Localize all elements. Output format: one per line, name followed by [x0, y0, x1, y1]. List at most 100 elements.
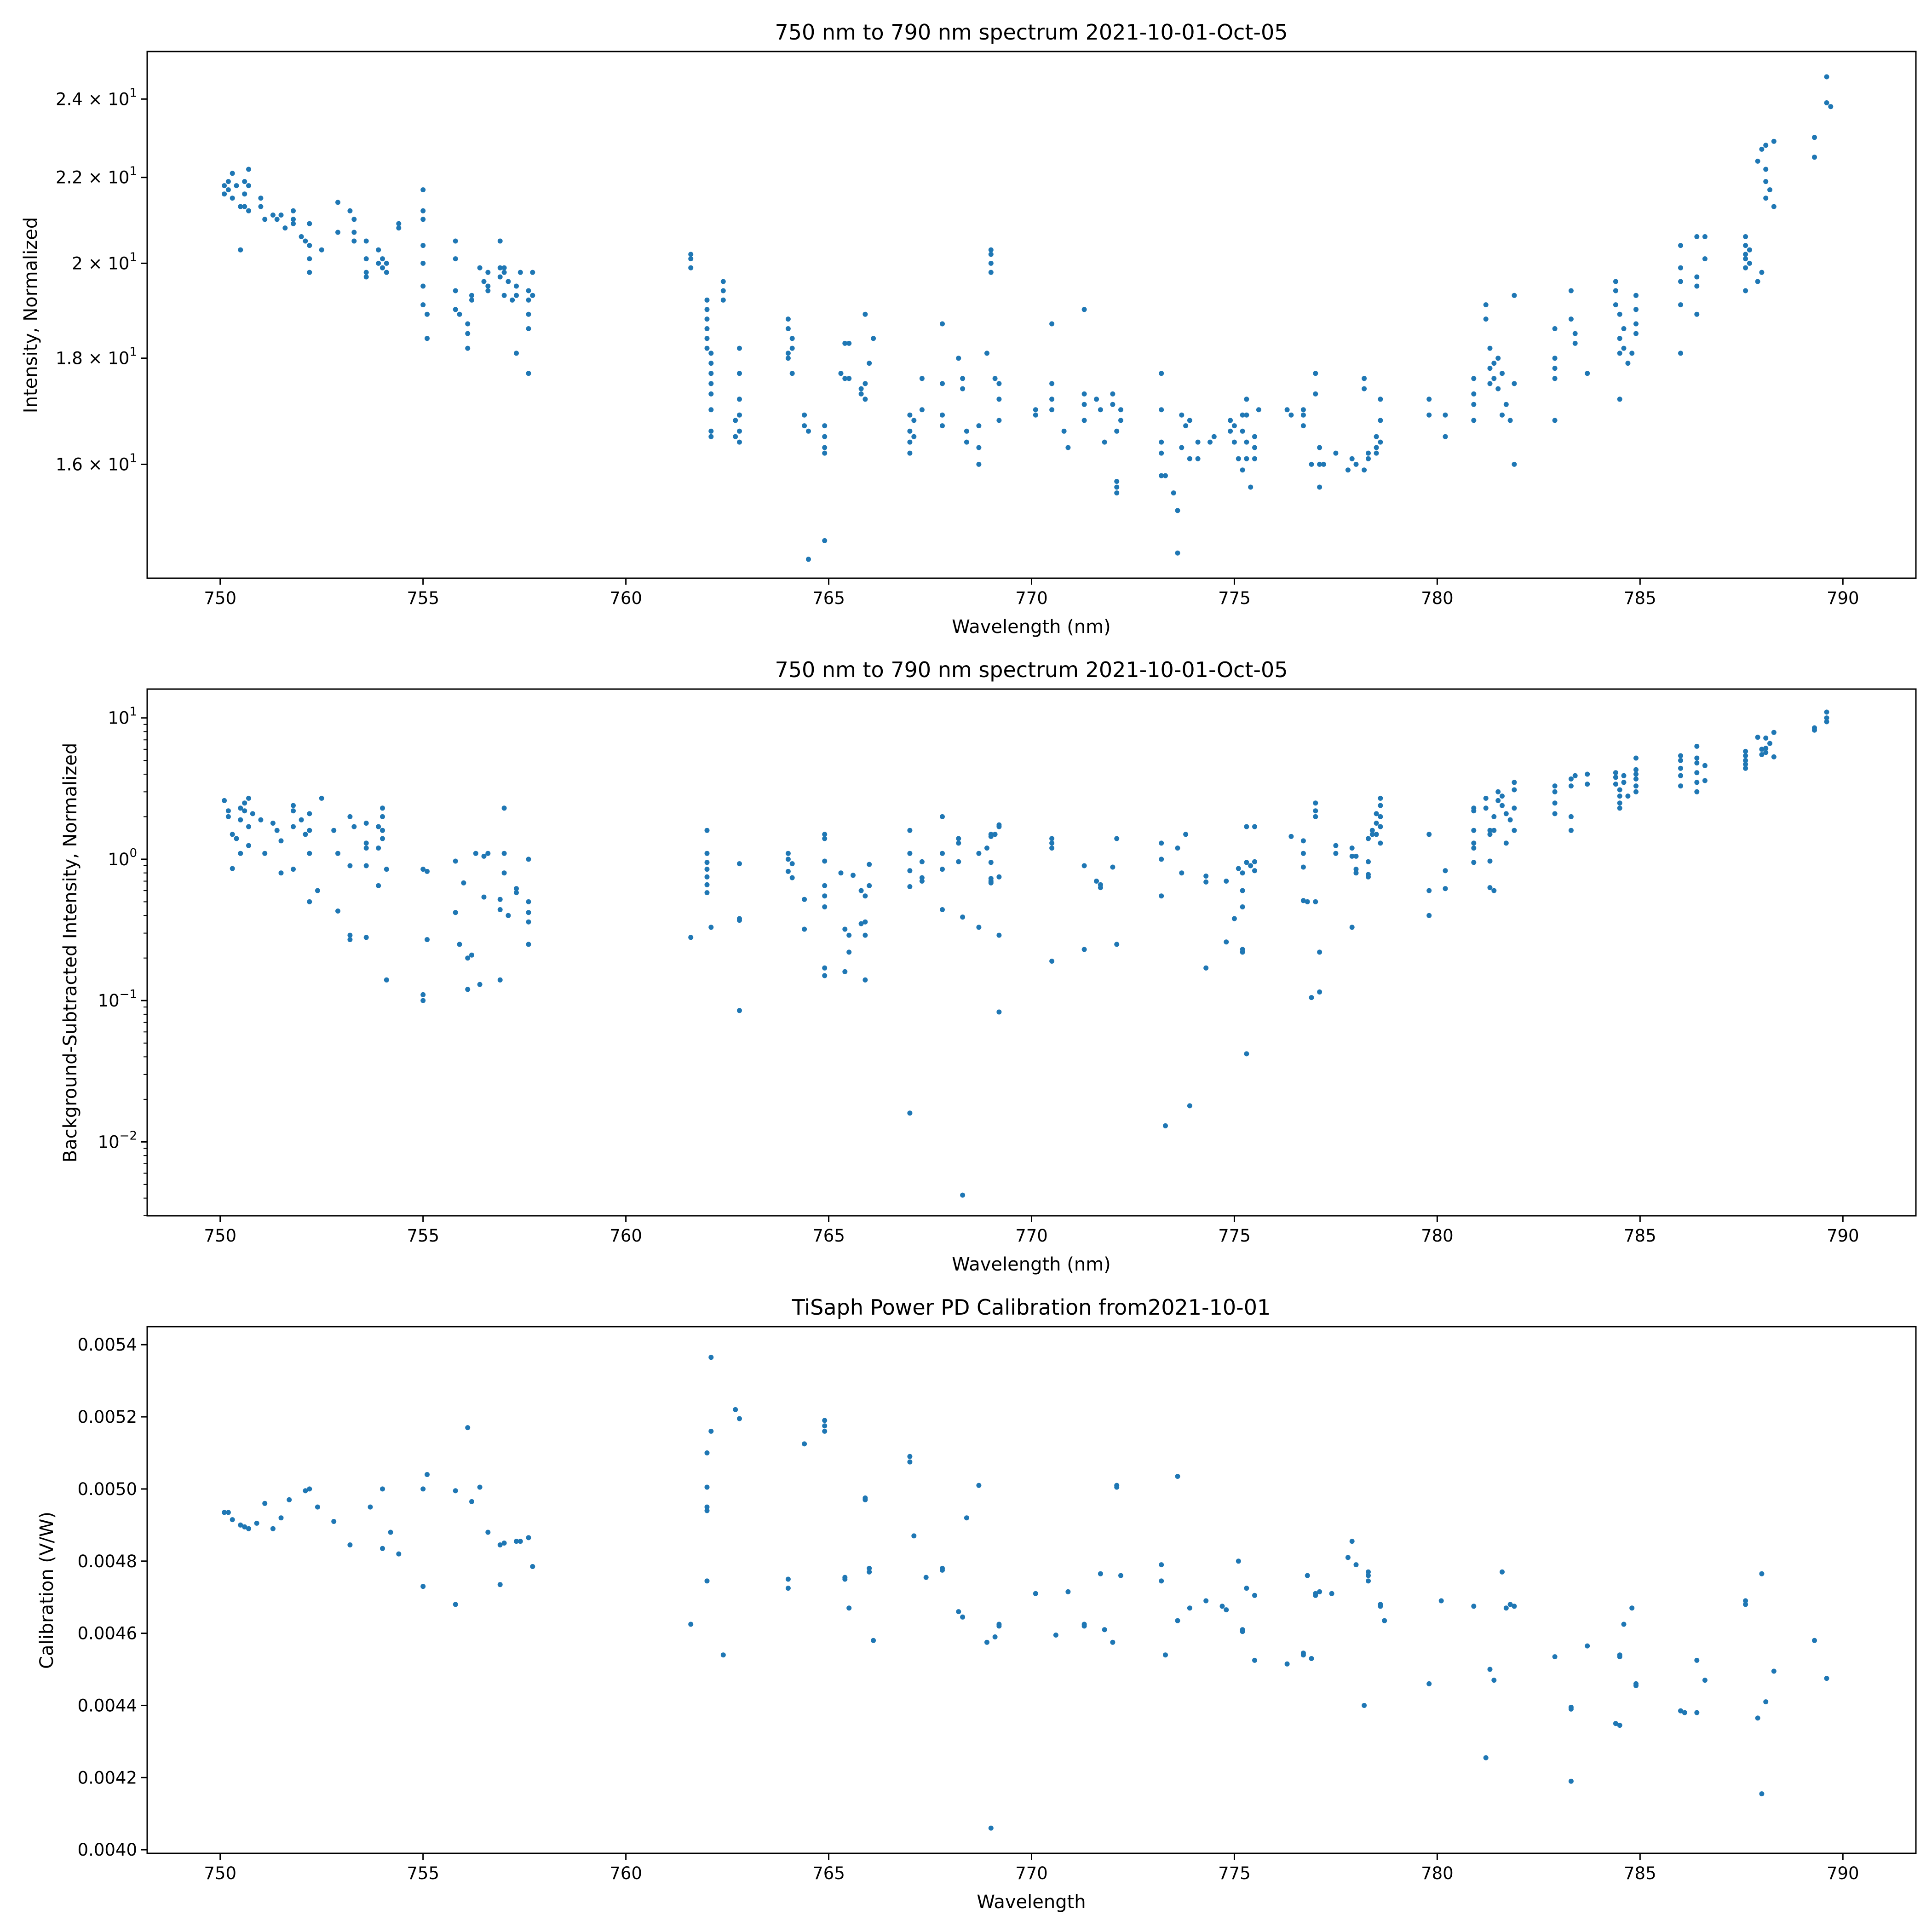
data-point [1353, 867, 1359, 872]
data-point [477, 1484, 483, 1490]
data-point [1443, 434, 1448, 439]
data-point [1300, 898, 1306, 903]
data-point [988, 252, 994, 257]
data-point [871, 1638, 876, 1643]
data-point [485, 288, 491, 293]
data-point [822, 1423, 828, 1429]
data-point [1362, 1703, 1367, 1708]
data-point [485, 270, 491, 275]
data-point [497, 274, 503, 280]
data-point [497, 265, 503, 270]
data-point [842, 926, 848, 932]
data-point [822, 1418, 828, 1423]
data-point [1374, 832, 1379, 837]
data-point [1300, 838, 1306, 844]
data-point [1159, 371, 1164, 376]
data-point [1313, 1593, 1318, 1598]
data-point [1503, 402, 1509, 407]
data-point [704, 1578, 710, 1584]
data-point [222, 191, 227, 197]
data-point [956, 859, 961, 864]
data-point [1617, 351, 1622, 356]
data-point [477, 982, 483, 987]
data-point [368, 1504, 373, 1510]
data-point [1613, 279, 1618, 284]
data-point [1049, 959, 1055, 964]
data-point [530, 1564, 535, 1569]
data-point [526, 288, 531, 293]
data-point [1694, 1710, 1700, 1715]
data-point [1621, 1622, 1627, 1627]
data-point [497, 977, 503, 983]
data-point [733, 434, 738, 439]
data-point [234, 836, 239, 841]
data-point [1633, 755, 1639, 761]
data-point [919, 879, 925, 884]
data-point [789, 861, 795, 867]
data-point [1617, 1723, 1622, 1728]
data-point [347, 208, 353, 213]
x-tick-label: 765 [812, 588, 845, 608]
data-point [1702, 256, 1708, 262]
data-point [851, 873, 856, 878]
data-point [1678, 1708, 1683, 1714]
data-point [1678, 351, 1683, 356]
x-tick-label: 780 [1421, 1863, 1454, 1883]
y-tick-label: 100 [108, 846, 137, 869]
data-point [270, 1526, 276, 1531]
data-point [1094, 879, 1099, 884]
data-point [526, 910, 531, 915]
data-point [291, 803, 296, 808]
data-point [1443, 886, 1448, 891]
x-tick-label: 770 [1015, 1226, 1048, 1246]
data-point [1333, 843, 1339, 848]
data-point [1313, 808, 1318, 814]
data-point [1305, 899, 1310, 904]
y-tick-label: 0.0040 [78, 1840, 137, 1860]
data-point [822, 858, 828, 864]
data-point [1471, 845, 1477, 851]
data-point [303, 1488, 308, 1494]
data-point [858, 888, 864, 893]
data-point [1374, 450, 1379, 456]
data-point [1244, 397, 1249, 402]
data-point [704, 1508, 710, 1513]
data-point [992, 832, 998, 837]
data-point [988, 860, 994, 865]
data-point [1568, 776, 1574, 782]
data-point [1065, 1589, 1071, 1594]
data-point [1179, 412, 1184, 418]
data-point [940, 814, 945, 819]
data-point [708, 361, 714, 366]
data-point [789, 345, 795, 351]
x-tick-label: 790 [1827, 588, 1859, 608]
data-point [1114, 1483, 1120, 1488]
subplot-2-points [222, 709, 1829, 1198]
data-point [1743, 265, 1748, 270]
data-point [1491, 828, 1497, 833]
data-point [1633, 771, 1639, 777]
data-point [688, 252, 694, 257]
data-point [984, 351, 989, 356]
data-point [376, 845, 381, 851]
data-point [1378, 803, 1383, 808]
data-point [785, 356, 791, 361]
data-point [453, 288, 458, 293]
data-point [1049, 836, 1055, 841]
data-point [1828, 104, 1834, 109]
data-point [1159, 840, 1164, 846]
data-point [1763, 167, 1769, 172]
subplot-2-title: 750 nm to 790 nm spectrum 2021-10-01-Oct… [775, 657, 1288, 682]
data-point [270, 213, 276, 218]
data-point [1248, 484, 1254, 490]
data-point [1483, 805, 1489, 811]
x-tick-label: 765 [812, 1226, 845, 1246]
data-point [1317, 484, 1322, 490]
data-point [530, 293, 535, 298]
x-tick-label: 760 [610, 588, 642, 608]
data-point [1309, 461, 1314, 467]
data-point [1203, 965, 1209, 971]
data-point [1240, 888, 1245, 893]
data-point [1240, 870, 1245, 876]
data-point [1621, 326, 1627, 331]
